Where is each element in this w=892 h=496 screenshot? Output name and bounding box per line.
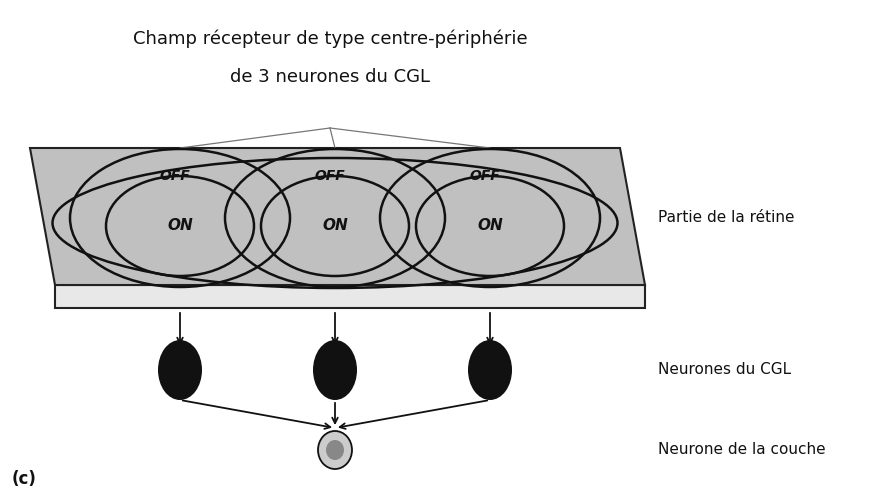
Ellipse shape [468, 340, 512, 400]
Ellipse shape [313, 340, 357, 400]
Text: OFF: OFF [160, 169, 190, 183]
Text: Partie de la rétine: Partie de la rétine [658, 210, 795, 226]
Text: Neurone de la couche: Neurone de la couche [658, 442, 826, 457]
Text: de 3 neurones du CGL: de 3 neurones du CGL [230, 68, 430, 86]
Text: Champ récepteur de type centre-périphérie: Champ récepteur de type centre-périphéri… [133, 30, 527, 49]
Polygon shape [30, 148, 645, 285]
Ellipse shape [326, 440, 344, 460]
Text: ON: ON [322, 219, 348, 234]
Text: Neurones du CGL: Neurones du CGL [658, 363, 791, 377]
Polygon shape [55, 285, 645, 308]
Text: (c): (c) [12, 470, 37, 488]
Ellipse shape [318, 431, 352, 469]
Ellipse shape [158, 340, 202, 400]
Text: OFF: OFF [469, 169, 500, 183]
Text: ON: ON [477, 219, 503, 234]
Text: ON: ON [167, 219, 193, 234]
Text: OFF: OFF [315, 169, 345, 183]
